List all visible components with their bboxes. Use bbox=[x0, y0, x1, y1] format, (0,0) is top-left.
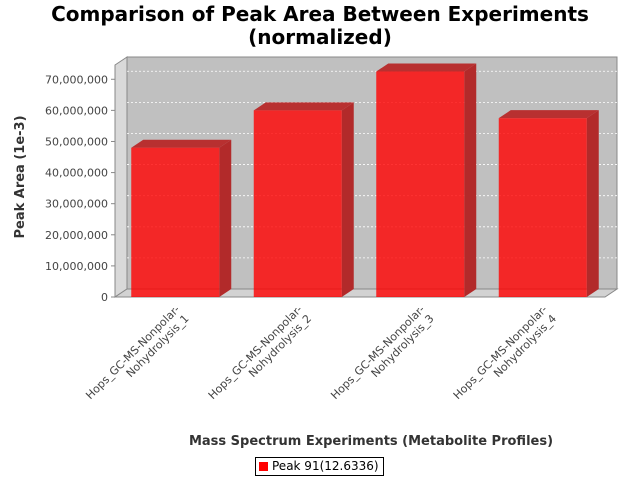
bar-side bbox=[464, 63, 477, 297]
bar-front bbox=[498, 118, 587, 297]
x-tick-label-line: Hops_GC-MS-Nonpolar- bbox=[451, 303, 550, 402]
bar-side bbox=[341, 102, 354, 297]
y-tick-label: 30,000,000 bbox=[45, 198, 108, 211]
x-tick-label: Hops_GC-MS-Nonpolar-Nohydrolysis_1 bbox=[83, 303, 191, 402]
x-tick-label-line: Hops_GC-MS-Nonpolar- bbox=[83, 303, 182, 402]
plot-left-wall bbox=[114, 56, 128, 298]
chart-title-line1: Comparison of Peak Area Between Experime… bbox=[51, 2, 589, 26]
y-tick-label: 0 bbox=[101, 291, 108, 304]
y-tick-label: 60,000,000 bbox=[45, 104, 108, 117]
bar bbox=[131, 139, 232, 297]
bar-side bbox=[219, 139, 232, 297]
bar-front bbox=[253, 110, 342, 297]
y-tick-label: 50,000,000 bbox=[45, 135, 108, 148]
legend: Peak 91(12.6336) bbox=[255, 457, 384, 476]
y-axis: 0 10,000,000 20,000,000 30,000,000 40,000,00… bbox=[45, 65, 116, 304]
chart-title-line2: (normalized) bbox=[248, 25, 392, 49]
x-tick-label-line: Hops_GC-MS-Nonpolar- bbox=[328, 303, 427, 402]
legend-swatch bbox=[259, 462, 268, 471]
x-axis: Hops_GC-MS-Nonpolar-Nohydrolysis_1 Hops_G… bbox=[83, 303, 559, 402]
bar-side bbox=[586, 110, 599, 297]
y-axis-label: Peak Area (1e-3) bbox=[13, 115, 28, 238]
y-tick-label: 10,000,000 bbox=[45, 260, 108, 273]
x-tick-label: Hops_GC-MS-Nonpolar-Nohydrolysis_2 bbox=[206, 303, 314, 402]
bar bbox=[376, 63, 477, 297]
bar bbox=[498, 110, 599, 297]
bars bbox=[131, 63, 599, 297]
bar-front bbox=[376, 71, 465, 297]
bar-front bbox=[131, 147, 220, 297]
legend-label: Peak 91(12.6336) bbox=[272, 459, 379, 473]
bar-top bbox=[131, 139, 232, 148]
x-tick-label: Hops_GC-MS-Nonpolar-Nohydrolysis_4 bbox=[451, 303, 559, 402]
bar-top bbox=[376, 63, 477, 72]
x-tick-label-line: Hops_GC-MS-Nonpolar- bbox=[206, 303, 305, 402]
y-tick-label: 40,000,000 bbox=[45, 167, 108, 180]
chart-title: Comparison of Peak Area Between Experime… bbox=[0, 3, 640, 49]
y-tick-label: 20,000,000 bbox=[45, 229, 108, 242]
bar-top bbox=[253, 102, 354, 111]
bar bbox=[253, 102, 354, 297]
y-tick-label: 70,000,000 bbox=[45, 73, 108, 86]
bar-top bbox=[498, 110, 599, 119]
x-tick-label: Hops_GC-MS-Nonpolar-Nohydrolysis_3 bbox=[328, 303, 436, 402]
x-axis-label: Mass Spectrum Experiments (Metabolite Pr… bbox=[189, 434, 553, 449]
